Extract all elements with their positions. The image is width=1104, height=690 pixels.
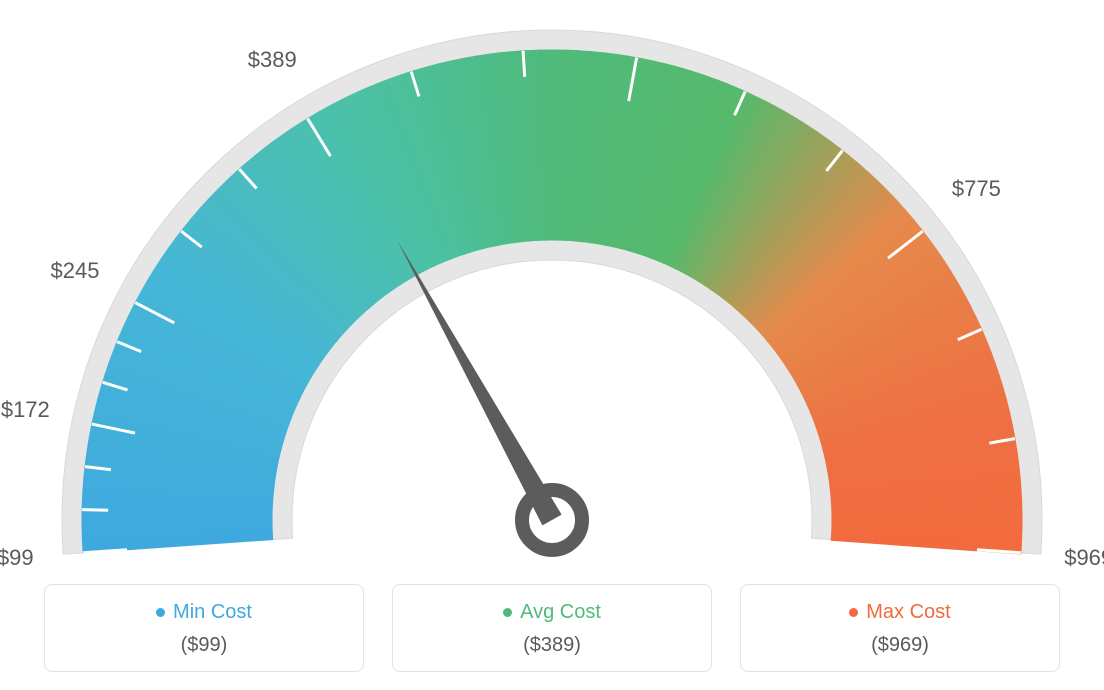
- cost-gauge-chart: $99 $172 $245 $389 $582 $775 $969 Min Cost ($99…: [0, 0, 1104, 690]
- legend-row: Min Cost ($99) Avg Cost ($389) Max Cost ($969…: [0, 584, 1104, 672]
- legend-title: Avg Cost: [503, 601, 601, 624]
- gauge-color-arc: [82, 50, 1022, 554]
- gauge-area: $99$172$245$389$582$775$969: [0, 0, 1104, 560]
- legend-card: Avg Cost ($389): [392, 584, 712, 672]
- legend-dot-icon: [849, 608, 858, 617]
- legend-title: Max Cost: [849, 601, 950, 624]
- legend-value: ($969): [741, 634, 1059, 657]
- tick-minor: [82, 510, 108, 511]
- tick-label: $389: [248, 47, 297, 73]
- legend-card: Max Cost ($969): [740, 584, 1060, 672]
- legend-dot-icon: [503, 608, 512, 617]
- tick-label: $99: [0, 545, 34, 571]
- legend-dot-icon: [156, 608, 165, 617]
- tick-label: $245: [51, 258, 100, 284]
- tick-label: $969: [1064, 545, 1104, 571]
- tick-label: $582: [624, 0, 673, 4]
- legend-title-text: Min Cost: [173, 601, 252, 624]
- legend-card: Min Cost ($99): [44, 584, 364, 672]
- tick-label: $775: [952, 176, 1001, 202]
- tick-minor: [523, 51, 525, 77]
- legend-title: Min Cost: [156, 601, 252, 624]
- legend-value: ($99): [45, 634, 363, 657]
- gauge-needle: [397, 240, 562, 525]
- tick-label: $172: [1, 397, 50, 423]
- gauge-svg: [0, 0, 1104, 560]
- legend-title-text: Max Cost: [866, 601, 950, 624]
- legend-title-text: Avg Cost: [520, 601, 601, 624]
- legend-value: ($389): [393, 634, 711, 657]
